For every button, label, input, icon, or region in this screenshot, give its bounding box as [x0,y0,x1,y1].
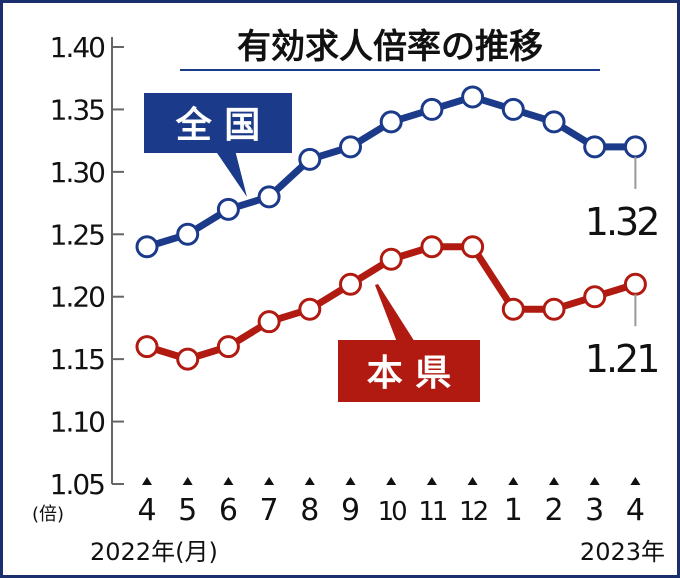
data-point [257,310,281,334]
y-tick-label: 1.25 [50,218,105,251]
x-tick-marker [426,477,437,485]
x-tick-label: 12 [459,497,487,527]
x-tick-marker [264,477,275,485]
data-point [420,97,444,121]
data-point [216,335,240,359]
data-point [339,135,362,159]
legend-label-prefecture: 本 県 [367,353,452,394]
data-point [501,297,525,321]
x-tick-label: 10 [378,497,407,527]
data-point [298,297,322,321]
end-value-label: 1.21 [585,337,658,381]
data-point [298,147,322,171]
data-point [339,272,362,296]
x-tick-label: 4 [626,493,645,528]
end-value-label: 1.32 [585,200,658,244]
data-point [216,197,240,221]
x-tick-marker [467,477,478,485]
data-point [461,235,485,259]
x-tick-marker [630,477,641,485]
x-year-end-label: 2023年 [580,538,665,566]
x-tick-marker [386,477,397,485]
y-tick-label: 1.35 [50,93,105,126]
legend-box-prefecture [338,340,480,402]
x-tick-marker [182,477,193,485]
legend-callout-pointer [375,284,420,350]
data-point [135,335,159,359]
x-tick-label: 3 [585,493,604,528]
data-point [542,297,566,321]
x-tick-label: 9 [341,493,360,528]
data-point [623,135,647,159]
x-tick-marker [304,477,315,485]
x-tick-label: 8 [300,493,319,528]
data-point [461,85,485,109]
data-point [176,347,200,371]
y-tick-label: 1.40 [50,31,105,64]
x-tick-marker [223,477,234,485]
data-point [623,272,647,296]
y-tick-label: 1.05 [50,468,105,501]
x-tick-marker [345,477,356,485]
x-tick-marker [589,477,600,485]
y-tick-label: 1.10 [50,406,105,439]
x-tick-marker [549,477,559,485]
data-point [379,247,403,271]
y-unit-label: (倍) [32,504,64,525]
data-point [379,110,403,134]
x-tick-label: 1 [504,493,523,528]
x-tick-label: 7 [260,493,279,528]
x-year-start-label: 2022年(月) [90,538,218,566]
y-tick-label: 1.20 [50,281,105,314]
legend-callout-pointer [215,150,247,197]
x-tick-label: 5 [178,493,197,528]
x-tick-label: 6 [219,493,238,528]
data-point [135,235,159,259]
x-tick-label: 2 [544,493,563,528]
y-tick-label: 1.30 [50,156,105,189]
legend-label-national: 全 国 [175,104,261,146]
data-point [542,110,566,134]
data-point [501,97,525,121]
legend-box-national [144,93,292,153]
x-tick-marker [142,477,152,485]
y-tick-label: 1.15 [50,343,105,376]
data-point [257,185,281,209]
x-tick-label: 4 [137,493,156,528]
data-point [176,222,200,246]
data-point [583,285,607,309]
data-point [420,235,444,259]
x-tick-label: 11 [418,497,447,527]
chart-title: 有効求人倍率の推移 [237,27,543,67]
data-point [583,135,607,159]
x-tick-marker [508,477,519,485]
